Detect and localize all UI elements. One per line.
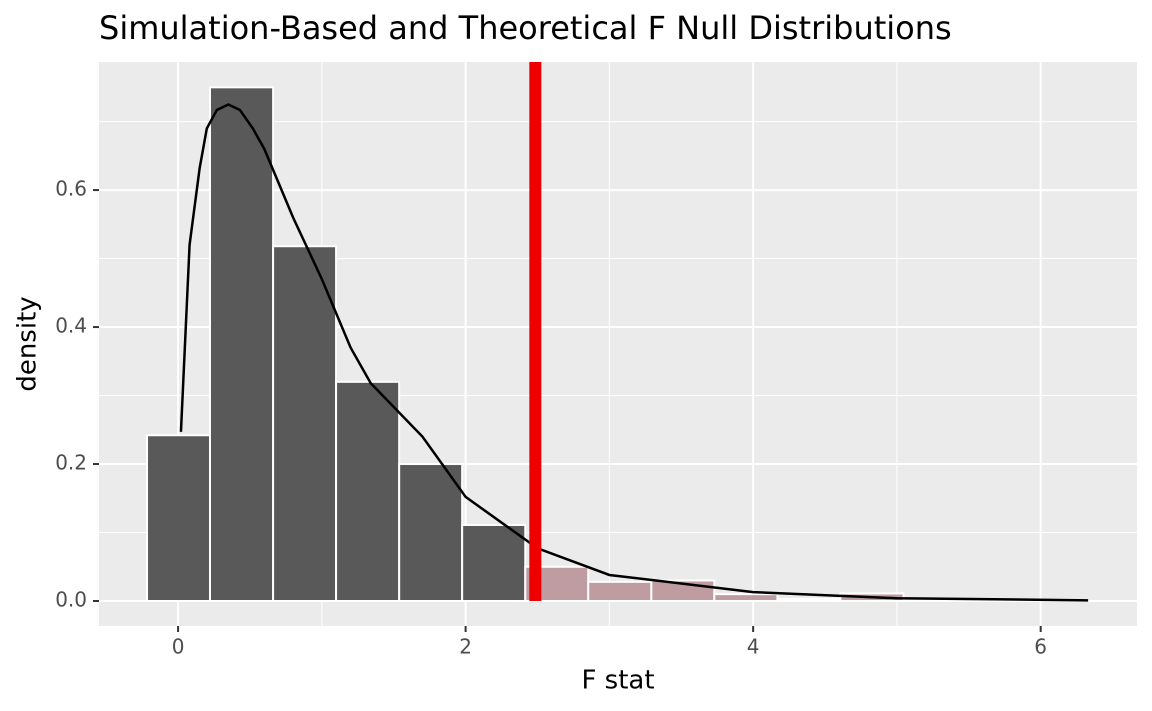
y-tick-label: 0.0	[55, 588, 87, 612]
x-tick-label: 4	[747, 635, 760, 659]
y-tick-label: 0.4	[55, 314, 87, 338]
bar	[272, 245, 338, 603]
bar	[146, 434, 211, 603]
x-tick-label: 2	[459, 635, 472, 659]
bar	[713, 593, 779, 603]
bar	[461, 523, 527, 603]
x-tick-label: 0	[172, 635, 185, 659]
x-tick-label: 6	[1034, 635, 1047, 659]
bar	[208, 86, 275, 603]
x-axis-title: F stat	[581, 666, 654, 696]
bar	[776, 597, 842, 603]
bar	[335, 380, 401, 603]
y-tick-label: 0.6	[55, 177, 87, 201]
grid	[99, 62, 1137, 626]
axes: 0 2 4 6 0.0 0.2 0.4 0.6	[55, 177, 1047, 659]
marks	[146, 62, 1089, 603]
y-axis-title: density	[13, 296, 43, 391]
y-tick-label: 0.2	[55, 451, 87, 475]
bar	[587, 580, 653, 603]
chart-title: Simulation-Based and Theoretical F Null …	[99, 9, 952, 47]
density-curve	[179, 103, 1089, 602]
bar	[398, 463, 464, 603]
